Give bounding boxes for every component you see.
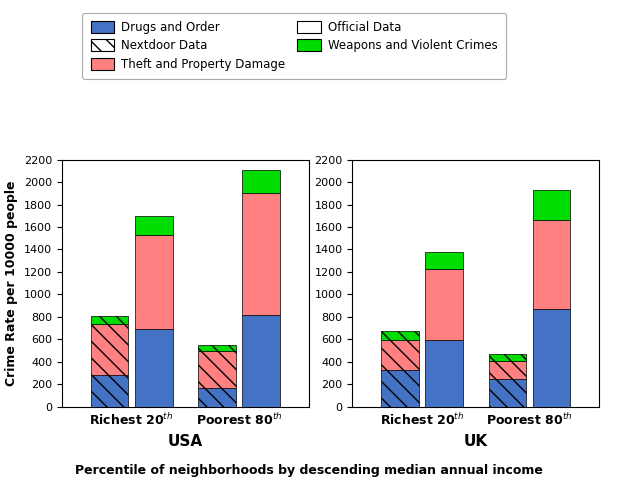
Bar — [135, 235, 172, 329]
Bar — [489, 354, 527, 361]
Bar — [242, 170, 280, 194]
X-axis label: USA: USA — [168, 434, 203, 449]
Bar — [135, 216, 172, 235]
Bar — [533, 190, 570, 220]
Legend: Drugs and Order, Nextdoor Data, Theft and Property Damage, Official Data, Weapon: Drugs and Order, Nextdoor Data, Theft an… — [82, 13, 506, 79]
Bar — [425, 252, 463, 269]
Bar — [381, 331, 419, 340]
Bar — [198, 346, 236, 351]
Bar — [489, 361, 527, 379]
Text: Percentile of neighborhoods by descending median annual income: Percentile of neighborhoods by descendin… — [75, 464, 543, 477]
Bar — [91, 316, 129, 324]
Bar — [135, 329, 172, 407]
Bar — [198, 388, 236, 407]
X-axis label: UK: UK — [464, 434, 488, 449]
Y-axis label: Crime Rate per 10000 people: Crime Rate per 10000 people — [6, 181, 19, 386]
Bar — [533, 220, 570, 309]
Bar — [198, 351, 236, 388]
Bar — [242, 315, 280, 407]
Bar — [533, 309, 570, 407]
Bar — [242, 194, 280, 315]
Bar — [489, 379, 527, 407]
Bar — [381, 370, 419, 407]
Bar — [381, 340, 419, 370]
Bar — [425, 340, 463, 407]
Bar — [91, 375, 129, 407]
Bar — [91, 324, 129, 375]
Bar — [425, 269, 463, 340]
